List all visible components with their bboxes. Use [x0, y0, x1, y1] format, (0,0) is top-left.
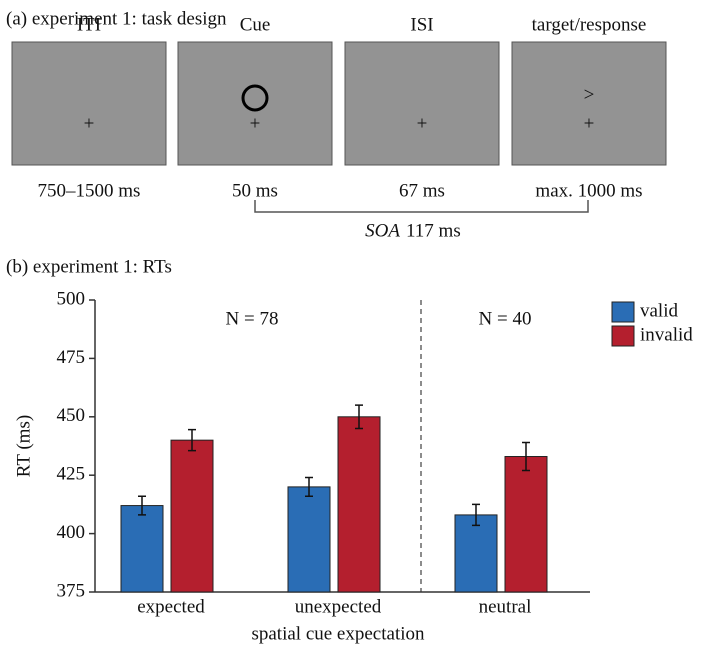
cue-circle [241, 84, 269, 112]
duration: 750–1500 ms [38, 180, 141, 201]
bar [120, 505, 164, 593]
frame-name: target/response [532, 14, 647, 35]
screen-frame [11, 41, 167, 166]
frame-name: ISI [410, 14, 433, 35]
legend-label: invalid [640, 324, 693, 345]
screen-frame [177, 41, 333, 166]
panel-a-title: (a) experiment 1: task design [6, 8, 227, 29]
fixation: + [417, 113, 428, 134]
annotation: N = 78 [226, 308, 279, 329]
soa-value: 117 ms [406, 220, 461, 241]
annotation: N = 40 [479, 308, 532, 329]
duration: 50 ms [232, 180, 278, 201]
y-tick-label: 450 [57, 405, 86, 426]
bar [504, 456, 548, 593]
frame-name: ITI [77, 14, 101, 35]
error-bar [522, 441, 530, 472]
bar [337, 416, 381, 593]
soa-bracket [254, 200, 589, 213]
y-tick-label: 475 [57, 347, 86, 368]
soa-label: SOA [365, 220, 400, 241]
duration: max. 1000 ms [535, 180, 642, 201]
screen-frame [344, 41, 500, 166]
error-bar [138, 495, 146, 516]
duration: 67 ms [399, 180, 445, 201]
error-bar [188, 428, 196, 452]
y-tick-label: 500 [57, 288, 86, 309]
error-bar [355, 404, 363, 430]
y-tick-label: 425 [57, 464, 86, 485]
y-tick-label: 375 [57, 580, 86, 601]
error-bar [472, 503, 480, 527]
fixation: + [584, 113, 595, 134]
screen-frame [511, 41, 667, 166]
y-axis-label: RT (ms) [13, 415, 34, 477]
x-tick-label: unexpected [295, 596, 382, 617]
frame-name: Cue [240, 14, 271, 35]
fixation: + [84, 113, 95, 134]
fixation: + [250, 113, 261, 134]
legend-label: valid [640, 300, 678, 321]
x-tick-label: expected [137, 596, 205, 617]
legend-swatch [611, 301, 635, 323]
target: > [584, 84, 595, 105]
panel-b-title: (b) experiment 1: RTs [6, 256, 172, 277]
x-tick-label: neutral [479, 596, 532, 617]
legend-swatch [611, 325, 635, 347]
bar [170, 439, 214, 593]
bar [287, 486, 331, 593]
error-bar [305, 476, 313, 497]
x-axis-label: spatial cue expectation [251, 623, 425, 644]
bar [454, 514, 498, 593]
y-tick-label: 400 [57, 522, 86, 543]
